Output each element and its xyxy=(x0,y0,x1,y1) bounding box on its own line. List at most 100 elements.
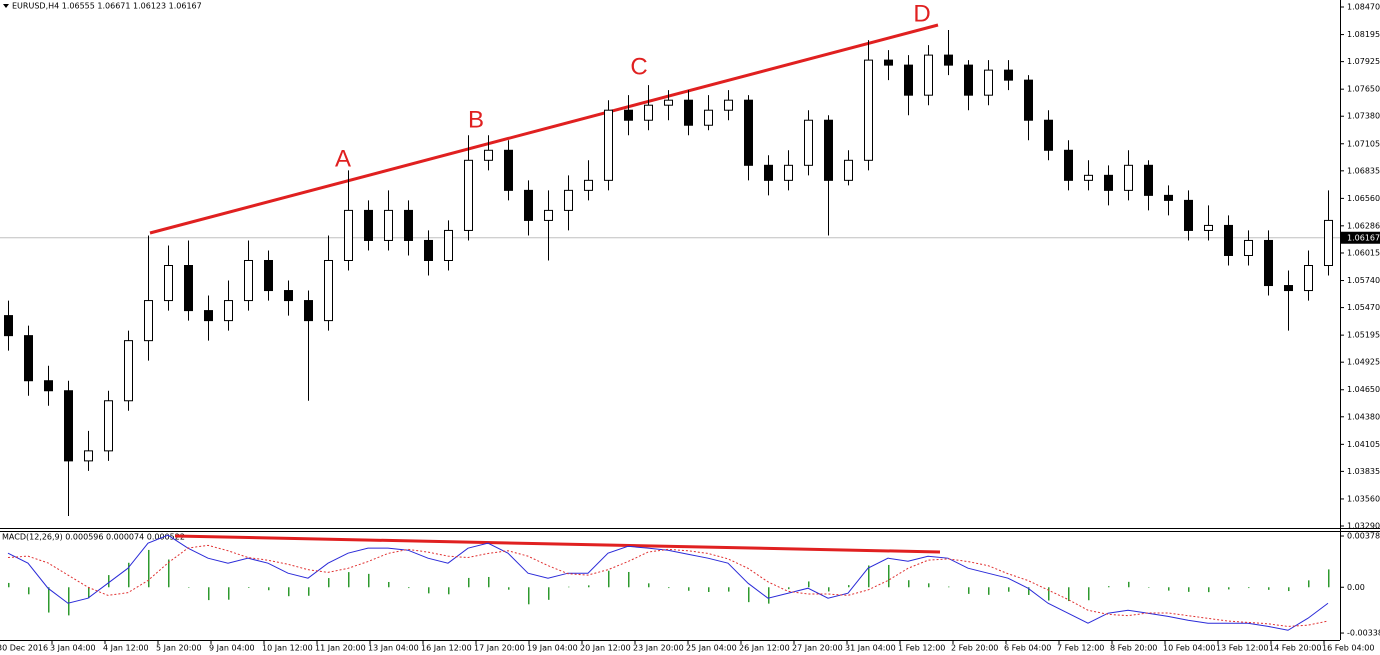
histogram-bar xyxy=(28,587,30,595)
menu-arrow[interactable] xyxy=(3,4,9,8)
histogram-bar xyxy=(1088,587,1090,601)
y-tick-label: 1.03290 xyxy=(1347,521,1380,530)
histogram-bar xyxy=(448,587,450,595)
y-tick-label: 1.06286 xyxy=(1347,221,1380,230)
candle-body xyxy=(644,104,653,121)
histogram-bar xyxy=(1168,587,1170,591)
x-tick-label: 11 Jan 20:00 xyxy=(315,644,366,653)
x-tick-label: 4 Jan 12:00 xyxy=(103,644,149,653)
candle-body xyxy=(44,380,53,392)
x-tick-label: 5 Jan 20:00 xyxy=(156,644,202,653)
histogram-bar xyxy=(728,587,730,592)
candle-body xyxy=(1044,119,1053,151)
histogram-bar xyxy=(1008,587,1010,592)
candle-body xyxy=(1284,285,1293,292)
y-tick-label: 1.04925 xyxy=(1347,358,1380,367)
histogram-bar xyxy=(528,587,530,605)
y-tick-label: 1.04380 xyxy=(1347,412,1380,421)
x-tick-label: 23 Jan 20:00 xyxy=(633,644,684,653)
candle-body xyxy=(564,189,573,211)
y-tick-label: 1.06835 xyxy=(1347,166,1380,175)
x-tick-label: 10 Feb 04:00 xyxy=(1163,644,1215,653)
candle-body xyxy=(264,259,273,292)
current-price-label: 1.06167 xyxy=(1347,233,1380,242)
histogram-bar xyxy=(828,587,830,592)
histogram-bar xyxy=(168,559,170,588)
x-tick-label: 3 Jan 04:00 xyxy=(50,644,96,653)
candle-body xyxy=(904,64,913,96)
candle-body xyxy=(244,259,253,302)
histogram-bar xyxy=(328,578,330,588)
current-price-box xyxy=(1341,231,1380,244)
candle-body xyxy=(784,164,793,181)
histogram-bar xyxy=(1188,587,1190,592)
candle-body xyxy=(164,265,173,302)
candle-body xyxy=(424,239,433,261)
histogram-bar xyxy=(808,581,810,588)
candle-body xyxy=(504,149,513,191)
histogram-bar xyxy=(488,576,490,588)
x-tick-label: 13 Jan 04:00 xyxy=(368,644,419,653)
x-tick-label: 20 Jan 12:00 xyxy=(580,644,631,653)
y-tick-label: 1.07650 xyxy=(1347,85,1380,94)
y-tick-label: 1.04105 xyxy=(1347,440,1380,449)
histogram-bar xyxy=(388,581,390,588)
y-tick-label: 1.07925 xyxy=(1347,57,1380,66)
histogram-bar xyxy=(548,587,550,600)
histogram-bar xyxy=(748,587,750,603)
y-tick-label: 0.00 xyxy=(1347,583,1365,592)
candle-body xyxy=(984,69,993,96)
candle-body xyxy=(1084,174,1093,181)
annotation: D xyxy=(913,0,930,27)
candle-body xyxy=(484,149,493,161)
candle-body xyxy=(1024,79,1033,121)
histogram-bar xyxy=(1028,587,1030,595)
candle-body xyxy=(1164,194,1173,201)
indicator-title: MACD(12,26,9) 0.000596 0.000074 0.000522 xyxy=(2,533,185,542)
histogram-bar xyxy=(428,587,430,594)
candle-body xyxy=(1144,164,1153,196)
x-tick-label: 27 Jan 20:00 xyxy=(792,644,843,653)
histogram-bar xyxy=(228,587,230,600)
candle-body xyxy=(884,59,893,66)
histogram-bar xyxy=(908,580,910,588)
candle-body xyxy=(824,119,833,181)
histogram-bar xyxy=(68,587,70,616)
indicator-line xyxy=(7,544,1329,627)
histogram-bar xyxy=(688,587,690,591)
histogram-bar xyxy=(1288,587,1290,592)
histogram-bar xyxy=(108,575,110,588)
candle-body xyxy=(144,300,153,342)
candle-body xyxy=(764,164,773,181)
annotation: A xyxy=(335,145,351,172)
candle-body xyxy=(584,179,593,191)
candle-body xyxy=(364,209,373,241)
histogram-bar xyxy=(708,587,710,592)
y-tick-label: 1.04650 xyxy=(1347,385,1380,394)
y-tick-label: 1.06015 xyxy=(1347,248,1380,257)
y-tick-label: 1.05470 xyxy=(1347,303,1380,312)
candle-body xyxy=(704,109,713,126)
trendline xyxy=(149,23,939,235)
histogram-bar xyxy=(508,587,510,590)
x-tick-label: 19 Jan 04:00 xyxy=(527,644,578,653)
histogram-bar xyxy=(1208,587,1210,593)
histogram-bar xyxy=(248,587,250,588)
x-tick-label: 16 Jan 12:00 xyxy=(421,644,472,653)
candle-body xyxy=(1224,224,1233,256)
candle-body xyxy=(1064,149,1073,181)
histogram-bar xyxy=(1248,587,1250,589)
candle-body xyxy=(24,335,33,382)
candle-body xyxy=(804,119,813,166)
candle-body xyxy=(84,450,93,462)
candle-body xyxy=(464,159,473,231)
histogram-bar xyxy=(948,586,950,588)
candle-body xyxy=(1204,224,1213,231)
candle-body xyxy=(104,400,113,452)
y-tick-label: 1.06560 xyxy=(1347,194,1380,203)
histogram-bar xyxy=(8,582,10,588)
candle-body xyxy=(324,259,333,322)
histogram-bar xyxy=(1068,587,1070,602)
histogram-bar xyxy=(1268,587,1270,590)
y-tick-label: -0.003385 xyxy=(1347,629,1380,638)
